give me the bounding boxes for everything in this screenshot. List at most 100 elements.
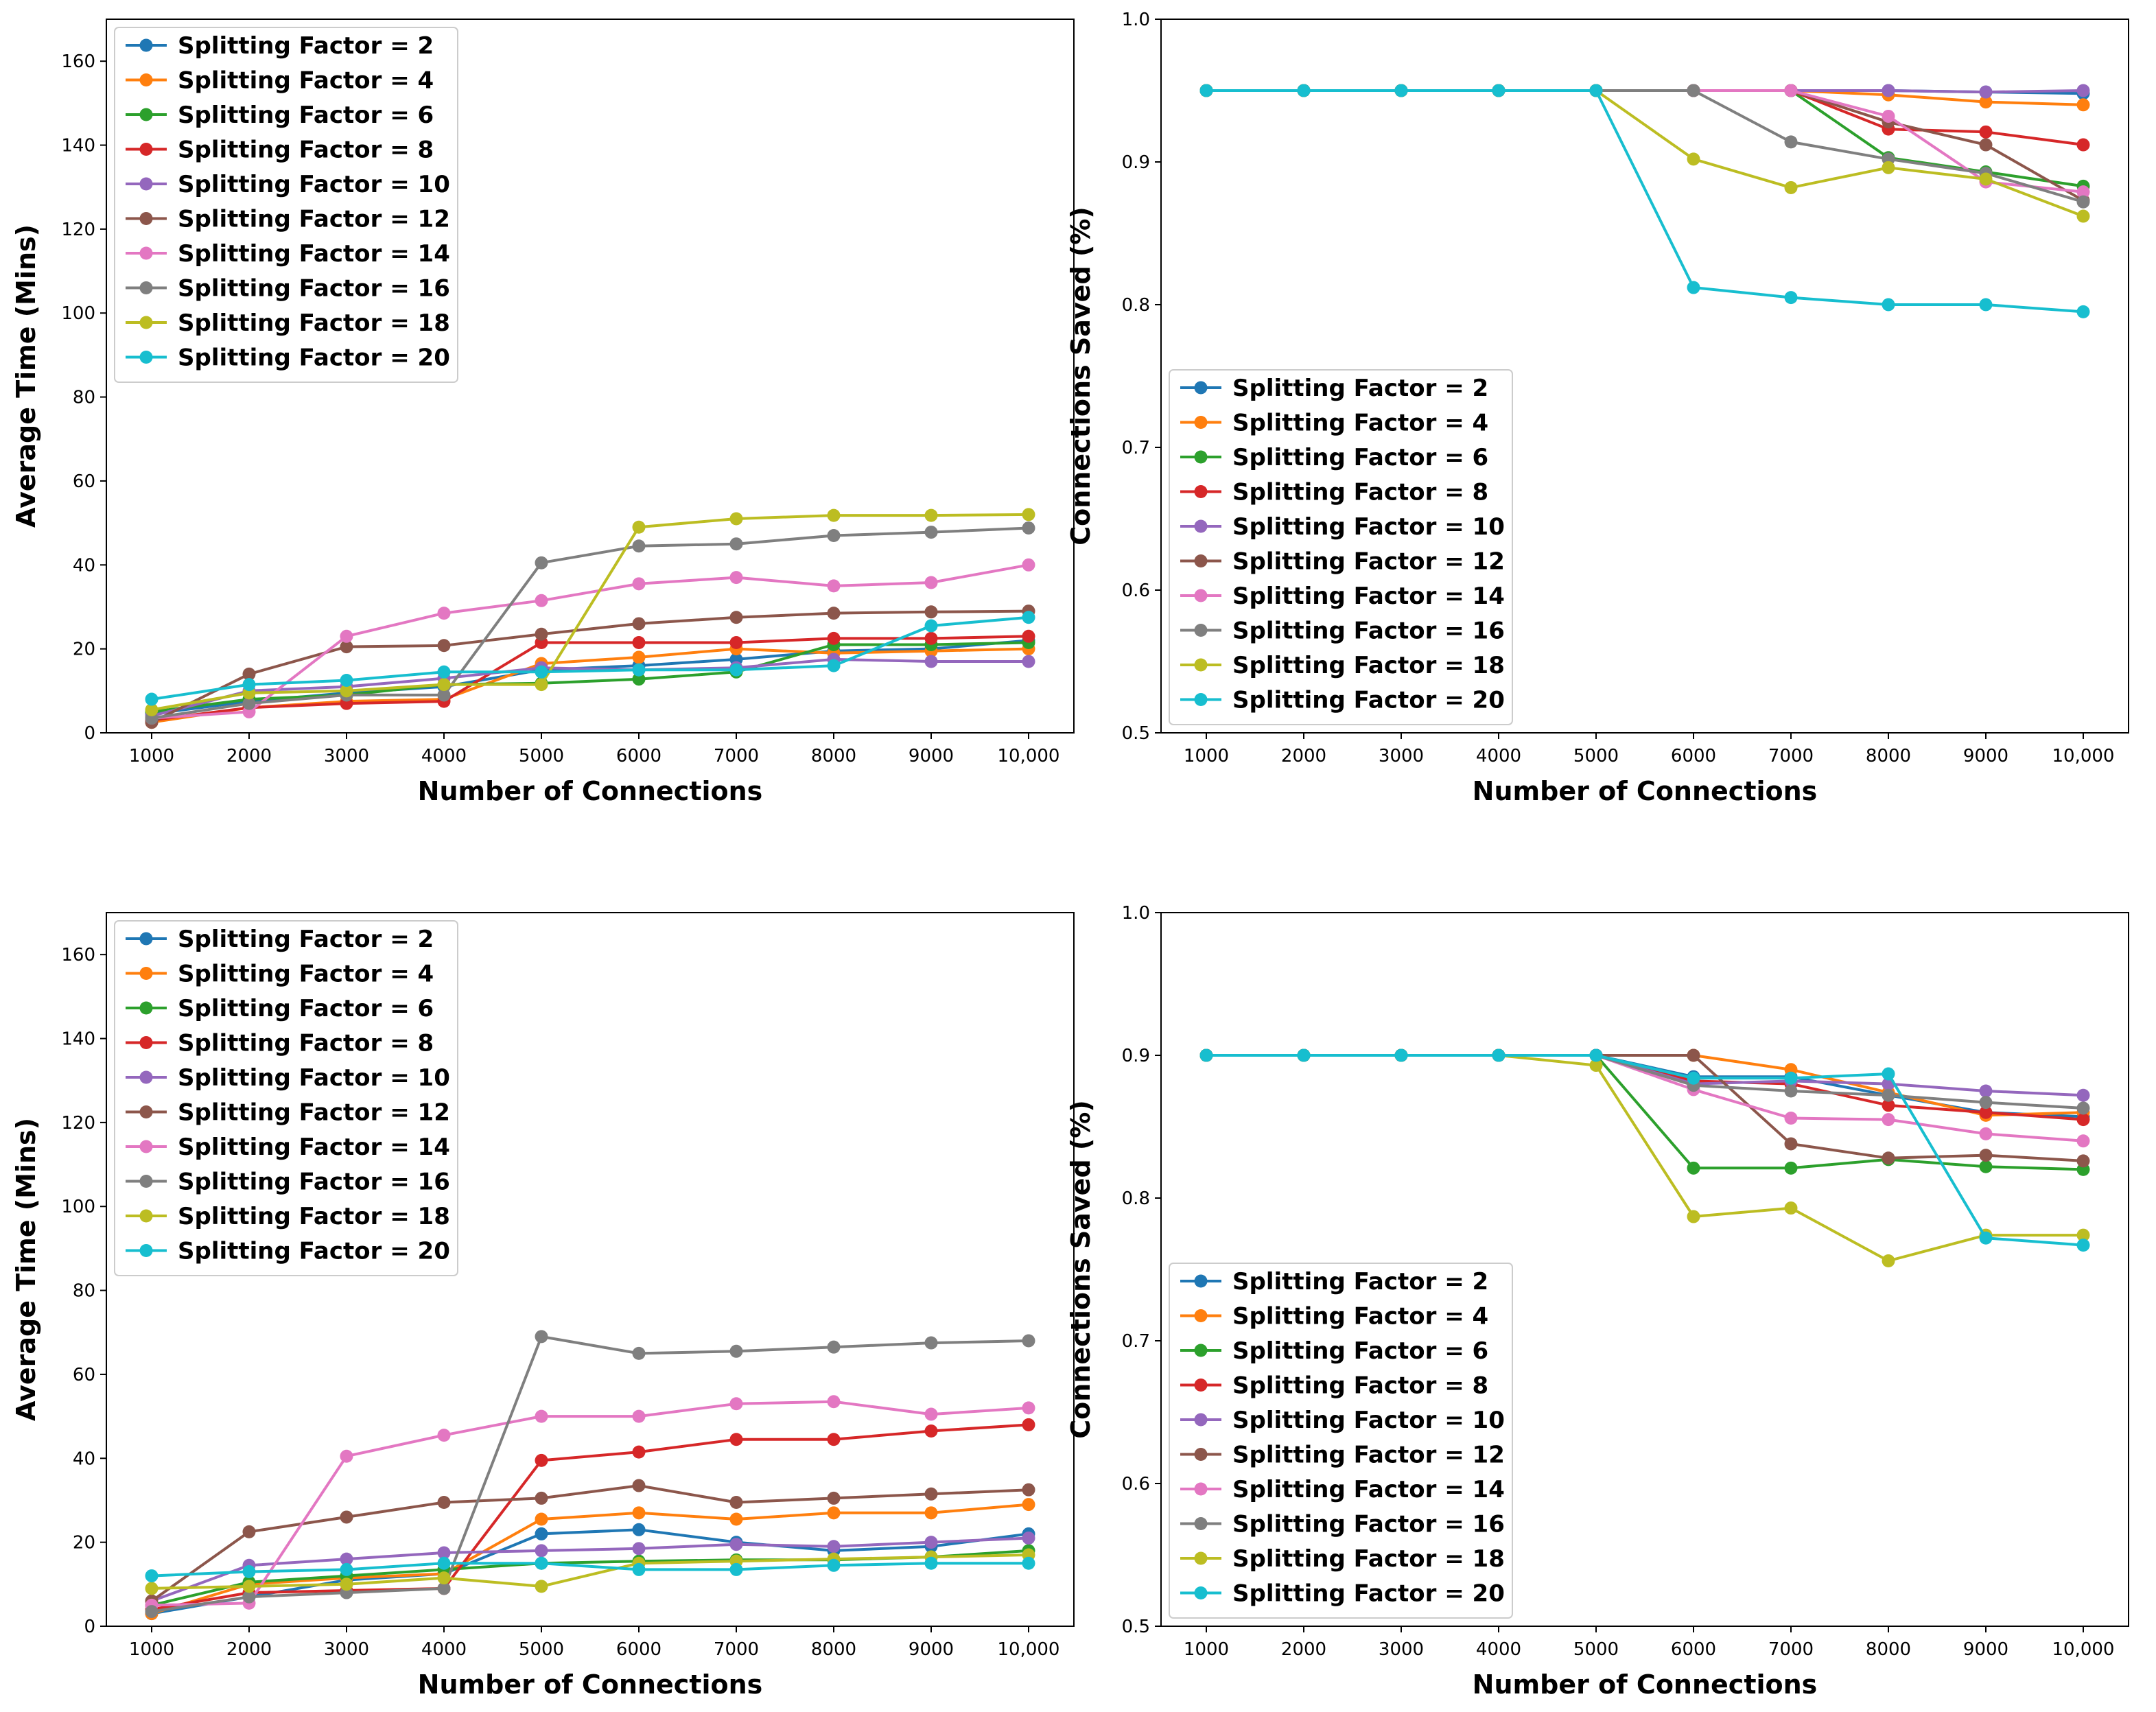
data-point bbox=[827, 579, 841, 593]
data-point bbox=[632, 1445, 646, 1459]
x-tick-label: 4000 bbox=[421, 746, 467, 766]
series-line bbox=[151, 1400, 1029, 1607]
series-line bbox=[1206, 1054, 2084, 1117]
data-point bbox=[340, 640, 353, 654]
legend-marker bbox=[139, 1140, 153, 1153]
data-point bbox=[632, 1542, 646, 1556]
y-tick-label: 80 bbox=[73, 1281, 95, 1302]
data-point bbox=[924, 526, 938, 539]
data-point bbox=[729, 1538, 743, 1551]
legend-label: Splitting Factor = 12 bbox=[1232, 548, 1505, 576]
legend-marker bbox=[1194, 1448, 1208, 1461]
data-point bbox=[242, 1564, 256, 1578]
x-tick-label: 4000 bbox=[1476, 1639, 1521, 1660]
data-point bbox=[924, 1424, 938, 1438]
data-point bbox=[1022, 629, 1035, 643]
x-tick-label: 4000 bbox=[421, 1639, 467, 1660]
x-tick-label: 8000 bbox=[811, 746, 856, 766]
legend-label: Splitting Factor = 6 bbox=[178, 102, 434, 129]
y-axis-label: Connections Saved (%) bbox=[1066, 1100, 1096, 1438]
series-2 bbox=[1199, 84, 2090, 112]
y-axis-label: Average Time (Mins) bbox=[11, 1118, 41, 1421]
data-point bbox=[145, 1569, 159, 1583]
legend-label: Splitting Factor = 18 bbox=[1232, 652, 1505, 679]
series-9 bbox=[1199, 84, 2090, 223]
series-line bbox=[1206, 89, 2084, 194]
y-tick-label: 120 bbox=[61, 1113, 95, 1134]
data-point bbox=[535, 556, 548, 570]
data-point bbox=[1022, 1532, 1035, 1545]
plot-frame bbox=[1160, 19, 2129, 734]
data-point bbox=[340, 1449, 353, 1463]
legend-marker bbox=[1194, 554, 1208, 567]
data-point bbox=[729, 635, 743, 649]
x-tick-label: 2000 bbox=[1281, 1639, 1326, 1660]
legend-label: Splitting Factor = 16 bbox=[1232, 1511, 1505, 1538]
x-tick-label: 3000 bbox=[1379, 746, 1424, 766]
data-point bbox=[827, 1395, 841, 1409]
data-point bbox=[340, 1578, 353, 1591]
data-point bbox=[437, 678, 451, 692]
data-point bbox=[145, 703, 159, 716]
data-point bbox=[437, 639, 451, 653]
data-point bbox=[340, 684, 353, 698]
legend-label: Splitting Factor = 14 bbox=[178, 1134, 450, 1161]
data-point bbox=[1979, 1160, 1993, 1173]
x-tick-label: 9000 bbox=[909, 746, 954, 766]
data-point bbox=[437, 1571, 451, 1585]
data-point bbox=[924, 619, 938, 633]
legend-marker bbox=[1194, 416, 1208, 429]
y-tick-label: 0.8 bbox=[1122, 295, 1150, 316]
y-tick-label: 140 bbox=[61, 1029, 95, 1050]
data-point bbox=[1979, 1105, 1993, 1119]
legend-label: Splitting Factor = 4 bbox=[178, 961, 434, 988]
legend-label: Splitting Factor = 18 bbox=[178, 309, 450, 337]
x-tick-label: 6000 bbox=[1671, 746, 1716, 766]
series-line bbox=[151, 657, 1029, 718]
x-tick-label: 9000 bbox=[1963, 1639, 2008, 1660]
y-tick-label: 80 bbox=[73, 388, 95, 408]
data-point bbox=[632, 1409, 646, 1423]
data-point bbox=[242, 667, 256, 681]
plot-frame bbox=[106, 912, 1075, 1627]
data-point bbox=[535, 594, 548, 607]
legend-marker bbox=[1194, 1309, 1208, 1322]
data-point bbox=[437, 665, 451, 679]
legend-marker bbox=[1194, 693, 1208, 706]
x-tick-label: 8000 bbox=[1866, 1639, 1911, 1660]
data-point bbox=[340, 1552, 353, 1566]
y-tick-label: 40 bbox=[73, 1449, 95, 1469]
data-point bbox=[632, 672, 646, 686]
data-point bbox=[1022, 1334, 1035, 1348]
y-tick-label: 0.6 bbox=[1122, 581, 1150, 601]
data-point bbox=[1979, 85, 1993, 99]
x-tick-label: 7000 bbox=[714, 1639, 759, 1660]
data-point bbox=[729, 611, 743, 624]
legend-marker bbox=[139, 1105, 153, 1118]
legend-label: Splitting Factor = 4 bbox=[1232, 410, 1488, 437]
series-5 bbox=[1199, 1048, 2090, 1102]
data-point bbox=[924, 1336, 938, 1350]
legend-marker bbox=[1194, 1551, 1208, 1565]
legend-marker bbox=[1194, 450, 1208, 464]
legend-label: Splitting Factor = 8 bbox=[178, 137, 434, 164]
data-point bbox=[827, 1540, 841, 1553]
series-line bbox=[151, 1335, 1029, 1613]
y-tick-label: 0.5 bbox=[1122, 723, 1150, 744]
series-7 bbox=[1199, 1048, 2090, 1148]
data-point bbox=[2076, 84, 2090, 97]
y-tick-label: 1.0 bbox=[1122, 903, 1150, 924]
data-point bbox=[242, 1580, 256, 1593]
data-point bbox=[1492, 1048, 1505, 1062]
data-point bbox=[1784, 1137, 1798, 1151]
legend: Splitting Factor = 2 Splitting Factor = 4… bbox=[114, 920, 458, 1276]
data-point bbox=[1199, 1048, 1213, 1062]
data-point bbox=[729, 1562, 743, 1576]
x-tick-label: 9000 bbox=[909, 1639, 954, 1660]
legend-marker bbox=[139, 316, 153, 329]
data-point bbox=[1882, 1067, 1895, 1081]
y-tick-label: 0 bbox=[84, 1617, 95, 1637]
x-tick-label: 9000 bbox=[1963, 746, 2008, 766]
data-point bbox=[1784, 1161, 1798, 1175]
data-point bbox=[827, 1491, 841, 1505]
